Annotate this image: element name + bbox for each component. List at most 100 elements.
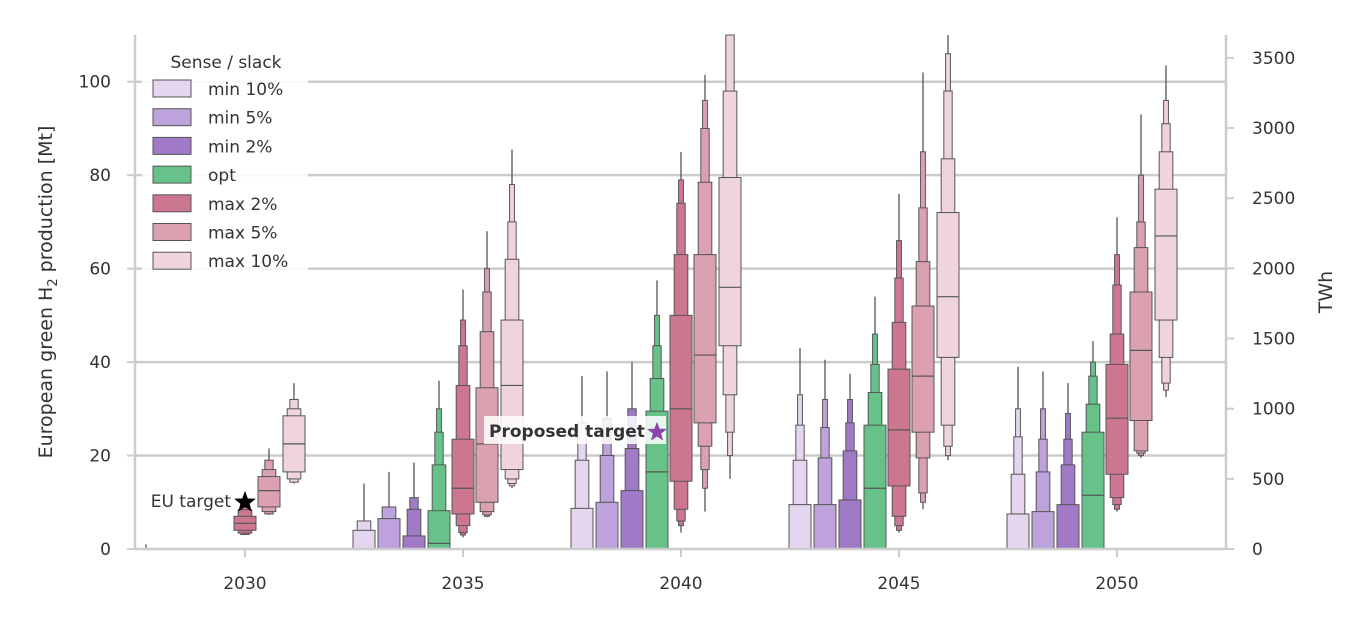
- legend-label: max 10%: [208, 252, 288, 272]
- legend-label: min 10%: [208, 80, 283, 100]
- boxen-2040-max2: [669, 151, 693, 533]
- boxen-2050-max10: [1154, 65, 1178, 398]
- box-level: [352, 529, 376, 550]
- y2-tick-label: 0: [1252, 540, 1263, 560]
- y-axis-label: European green H2 production [Mt]: [35, 126, 61, 459]
- legend-label: min 2%: [208, 137, 272, 157]
- annotations: EU target Proposed target: [151, 416, 667, 512]
- proposed-target-label: Proposed target: [489, 422, 645, 442]
- boxen-2030-max2: [233, 492, 257, 536]
- box-level: [669, 314, 693, 482]
- boxen-2050-min5: [1031, 371, 1055, 550]
- boxen-2040-max10: [718, 34, 742, 479]
- boxen-2050-min10: [1006, 366, 1030, 550]
- eu-target-label: EU target: [151, 492, 232, 512]
- box-level: [911, 305, 935, 433]
- box-level: [620, 490, 644, 550]
- y-tick-label: 0: [100, 540, 111, 560]
- y2-tick-label: 1000: [1252, 400, 1295, 420]
- y2-tick-label: 3500: [1252, 49, 1295, 69]
- boxen-2040-max5: [693, 74, 717, 512]
- legend-label: max 2%: [208, 195, 277, 215]
- box-level: [475, 387, 499, 503]
- box-level: [1081, 431, 1105, 550]
- box-level: [1129, 291, 1153, 421]
- y-tick-label: 100: [79, 73, 111, 93]
- tick-labels: 0204060801000500100015002000250030003500…: [79, 49, 1296, 594]
- boxen-2035-min10: [352, 483, 376, 550]
- box-level: [500, 319, 524, 471]
- legend-label: min 5%: [208, 109, 272, 129]
- legend-swatch: [152, 136, 192, 155]
- legend-swatch: [152, 108, 192, 127]
- x-tick-label: 2030: [223, 574, 266, 594]
- boxen-2045-max2: [887, 193, 911, 533]
- y2-tick-label: 2000: [1252, 259, 1295, 279]
- boxen-2030-max10: [282, 383, 306, 484]
- legend-label: opt: [208, 166, 236, 186]
- y-tick-label: 20: [89, 447, 111, 467]
- proposed-target-label-background: [484, 416, 666, 444]
- box-level: [863, 424, 887, 550]
- y2-axis-label: TWh: [1315, 271, 1337, 314]
- box-level: [451, 438, 475, 515]
- legend-label: max 5%: [208, 224, 277, 244]
- box-level: [402, 535, 426, 550]
- y-tick-label: 60: [89, 260, 111, 280]
- box-level: [1056, 504, 1080, 550]
- legend-swatch: [152, 79, 192, 98]
- boxen-2045-max10: [936, 35, 960, 461]
- box-level: [788, 504, 812, 550]
- boxen-2040-min5: [595, 371, 619, 550]
- y2-tick-label: 500: [1252, 470, 1284, 490]
- boxen-plot-area: [145, 34, 1178, 550]
- box-level: [1154, 188, 1178, 321]
- x-tick-label: 2035: [441, 574, 484, 594]
- legend: Sense / slack min 10% min 5% min 2% opt max …: [142, 45, 308, 277]
- proposed-target-star-marker: [647, 421, 667, 441]
- box-level: [1105, 363, 1129, 475]
- x-tick-label: 2045: [877, 574, 920, 594]
- boxen-2035-max5: [475, 231, 499, 518]
- boxen-2035-min2: [402, 462, 426, 550]
- boxen-2045-opt: [863, 296, 887, 550]
- box-level: [887, 368, 911, 487]
- boxen-2035-opt: [427, 380, 451, 550]
- box-level: [718, 177, 742, 347]
- boxen-2050-max2: [1105, 217, 1129, 512]
- boxen-2040-opt: [645, 280, 669, 550]
- x-tick-label: 2040: [659, 574, 702, 594]
- boxen-2040-min10: [570, 376, 594, 550]
- boxen-2030-max5: [257, 448, 281, 515]
- boxen-2035-min5: [377, 471, 401, 550]
- box-level: [570, 507, 594, 550]
- y2-tick-label: 1500: [1252, 330, 1295, 350]
- y-tick-label: 40: [89, 353, 111, 373]
- legend-title: Sense / slack: [170, 53, 281, 73]
- box-level: [257, 476, 281, 508]
- box-level: [1006, 513, 1030, 550]
- y2-tick-label: 2500: [1252, 189, 1295, 209]
- box-level: [693, 254, 717, 424]
- legend-swatch: [152, 223, 192, 241]
- box-level: [377, 518, 401, 550]
- boxen-2050-max5: [1129, 114, 1153, 458]
- x-tick-label: 2050: [1095, 574, 1138, 594]
- boxen-2045-min10: [788, 348, 812, 550]
- legend-swatch: [152, 251, 192, 270]
- boxen-2035-max2: [451, 289, 475, 538]
- box-level: [936, 212, 960, 358]
- eu-target-star-marker: [234, 490, 256, 512]
- boxen-2050-opt: [1081, 341, 1105, 550]
- y2-tick-label: 3000: [1252, 119, 1295, 139]
- boxen-2045-min2: [838, 373, 862, 550]
- box-level: [1031, 511, 1055, 550]
- y-tick-label: 80: [89, 166, 111, 186]
- box-level: [838, 499, 862, 550]
- boxen-2045-max5: [911, 72, 935, 510]
- legend-swatch: [152, 165, 192, 184]
- box-level: [813, 504, 837, 550]
- box-level: [595, 501, 619, 550]
- boxen-2050-min2: [1056, 383, 1080, 550]
